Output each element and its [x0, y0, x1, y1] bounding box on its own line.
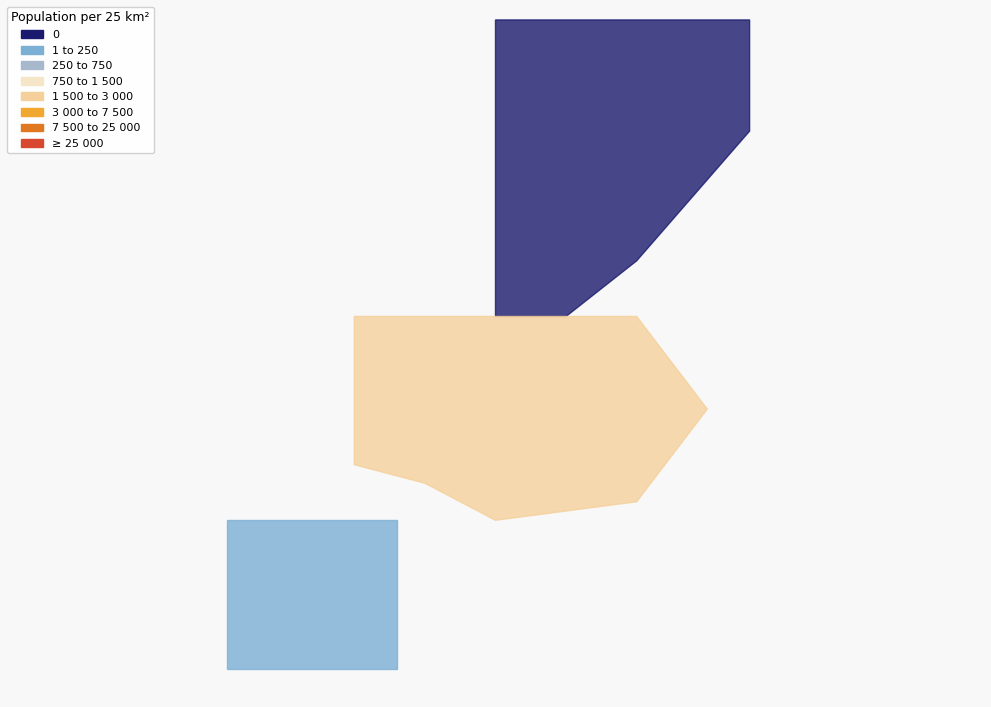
- Polygon shape: [496, 20, 749, 317]
- Legend: 0, 1 to 250, 250 to 750, 750 to 1 500, 1 500 to 3 000, 3 000 to 7 500, 7 500 to : 0, 1 to 250, 250 to 750, 750 to 1 500, 1…: [7, 7, 155, 153]
- Polygon shape: [227, 520, 396, 669]
- Polygon shape: [355, 317, 708, 520]
